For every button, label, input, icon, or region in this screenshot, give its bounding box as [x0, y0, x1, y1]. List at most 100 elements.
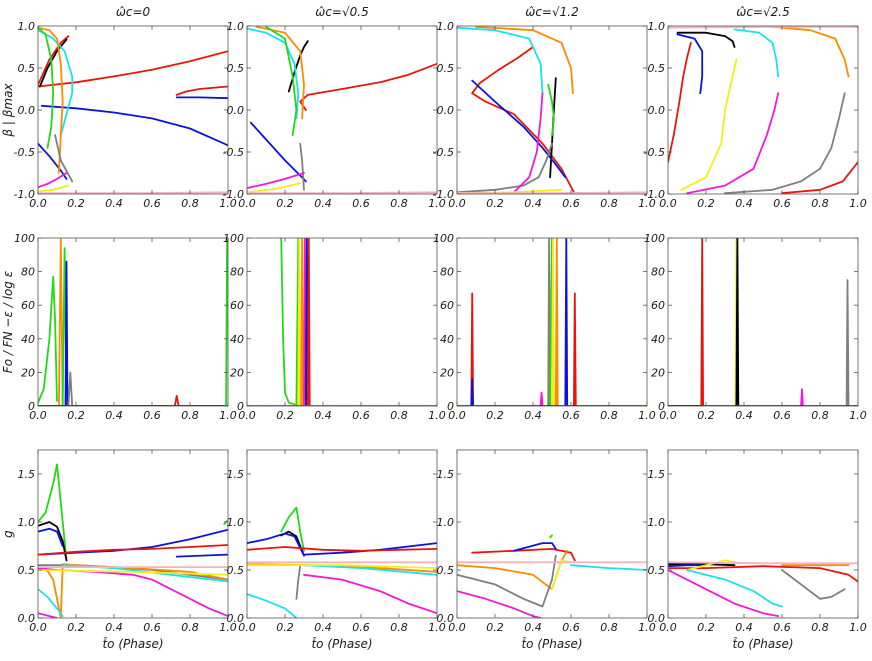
x-tick-label: 0.6 [143, 197, 161, 210]
series-gray-line [457, 554, 557, 608]
y-tick-label: 100 [14, 232, 35, 245]
series-orange-line [554, 238, 559, 406]
series-yellow-line [247, 182, 302, 194]
series-pink-line [247, 191, 437, 194]
x-tick-label: 0.2 [67, 409, 85, 422]
y-axis-label: Fo / FN −ε / log ε [1, 270, 15, 373]
series-green-line [38, 463, 68, 562]
y-tick-label: 0.0 [227, 104, 245, 117]
plot-frame [246, 25, 438, 195]
series-orange-line [300, 238, 305, 406]
series-gray-line [845, 279, 850, 406]
y-tick-label: 0 [237, 400, 244, 413]
series-group [38, 26, 228, 194]
y-tick-label: 60 [21, 299, 35, 312]
y-tick-label: -0.5 [14, 146, 35, 159]
x-tick-label: 0.0 [448, 409, 466, 422]
series-yellow-line [297, 238, 302, 406]
x-tick-label: 0.6 [352, 621, 370, 634]
series-black-line [38, 521, 68, 562]
x-tick-label: 1.0 [849, 409, 867, 422]
x-tick-label: 0.2 [276, 409, 294, 422]
series-gray-line [781, 569, 846, 600]
x-tick-label: 1.0 [219, 409, 237, 422]
y-tick-label: 100 [223, 232, 244, 245]
plot-frame [456, 25, 648, 195]
x-axis-label: t̂o (Phase) [521, 637, 582, 651]
series-green-line [547, 83, 555, 137]
x-tick-label: 0.0 [659, 621, 677, 634]
x-tick-label: 0.6 [143, 621, 161, 634]
panel-F-2: 0.0 0.2 0.4 0.6 0.8 1.0 0 20 40 60 80 100 [433, 232, 656, 422]
x-tick-label: 0.8 [390, 197, 408, 210]
panel-beta-0: 0.0 0.2 0.4 0.6 0.8 1.0 -1.0 -0.5 0.0 0.5 1.0 ω̂c=0… [1, 5, 237, 210]
y-tick-label: 0.5 [18, 564, 36, 577]
y-tick-label: -1.0 [14, 188, 35, 201]
series-green-line [549, 534, 553, 539]
y-tick-label: 1.0 [227, 20, 245, 33]
y-tick-label: 0 [447, 400, 454, 413]
y-tick-label: 0.0 [648, 104, 666, 117]
series-red-line [668, 565, 858, 583]
series-magenta-line [668, 569, 780, 617]
x-tick-label: 0.4 [314, 409, 332, 422]
x-tick-label: 0.4 [105, 197, 123, 210]
series-cyan-line [38, 29, 74, 137]
x-tick-label: 0.2 [697, 197, 715, 210]
x-tick-label: 0.8 [181, 621, 199, 634]
series-blue-a-line [247, 532, 305, 557]
y-tick-label: 20 [230, 366, 244, 379]
x-tick-label: 0.2 [486, 197, 504, 210]
y-tick-label: 1.5 [227, 468, 245, 481]
series-gray-line [547, 238, 551, 406]
y-tick-label: 1.0 [18, 516, 36, 529]
series-gray-line [67, 371, 74, 406]
y-tick-label: 0.5 [437, 564, 455, 577]
series-blue-line [668, 564, 704, 568]
y-tick-label: 40 [230, 333, 244, 346]
panel-g-2: 0.0 0.2 0.4 0.6 0.8 1.0 0.0 0.5 1.0 1.5 t̂o (Phase… [437, 449, 656, 651]
x-tick-label: 0.8 [600, 197, 618, 210]
series-group [38, 238, 228, 406]
series-gray-line [299, 142, 305, 191]
series-black-line [668, 563, 736, 567]
x-tick-label: 0.2 [276, 621, 294, 634]
series-green-line [265, 26, 298, 137]
series-orange-line [38, 26, 64, 174]
panel-g-3: 0.0 0.2 0.4 0.6 0.8 1.0 0.0 0.5 1.0 1.5 t̂o (Phase… [648, 449, 867, 651]
series-orange-line [457, 549, 569, 591]
x-tick-label: 0.4 [735, 197, 753, 210]
series-red-line [471, 548, 576, 562]
y-tick-label: -0.5 [644, 146, 665, 159]
series-yellow-line [38, 184, 70, 193]
x-tick-label: 0.0 [238, 409, 256, 422]
y-tick-label: 0.0 [648, 612, 666, 625]
y-tick-label: 1.5 [437, 468, 455, 481]
x-tick-label: 0.4 [105, 621, 123, 634]
series-pink-line [38, 191, 228, 194]
y-tick-label: -1.0 [644, 188, 665, 201]
series-blue-b-line [564, 238, 569, 406]
series-cyan-line [733, 28, 780, 78]
series-orange-line [475, 26, 574, 95]
panel-g-1: 0.0 0.2 0.4 0.6 0.8 1.0 0.0 0.5 1.0 1.5 t̂o (Phase… [227, 449, 446, 651]
series-group [457, 534, 647, 618]
y-tick-label: -0.5 [223, 146, 244, 159]
panel-g-0: 0.0 0.2 0.4 0.6 0.8 1.0 0.0 0.5 1.0 1.5 t̂o (Phase… [1, 449, 237, 651]
plot-frame [456, 237, 648, 407]
series-gray-line [457, 142, 553, 194]
series-red-line [700, 238, 704, 406]
x-tick-label: 0.2 [67, 197, 85, 210]
x-tick-label: 0.4 [314, 197, 332, 210]
x-tick-label: 0.8 [600, 409, 618, 422]
y-tick-label: 100 [433, 232, 454, 245]
y-tick-label: 0.5 [648, 62, 666, 75]
series-yellow-line [680, 58, 738, 191]
x-tick-label: 0.0 [448, 197, 466, 210]
series-cyan-line [38, 588, 64, 617]
panel-title: ω̂c=√0.5 [315, 5, 368, 19]
series-blue-line [676, 33, 704, 95]
x-tick-label: 0.8 [600, 621, 618, 634]
y-tick-label: 1.5 [648, 468, 666, 481]
y-tick-label: 20 [21, 366, 35, 379]
